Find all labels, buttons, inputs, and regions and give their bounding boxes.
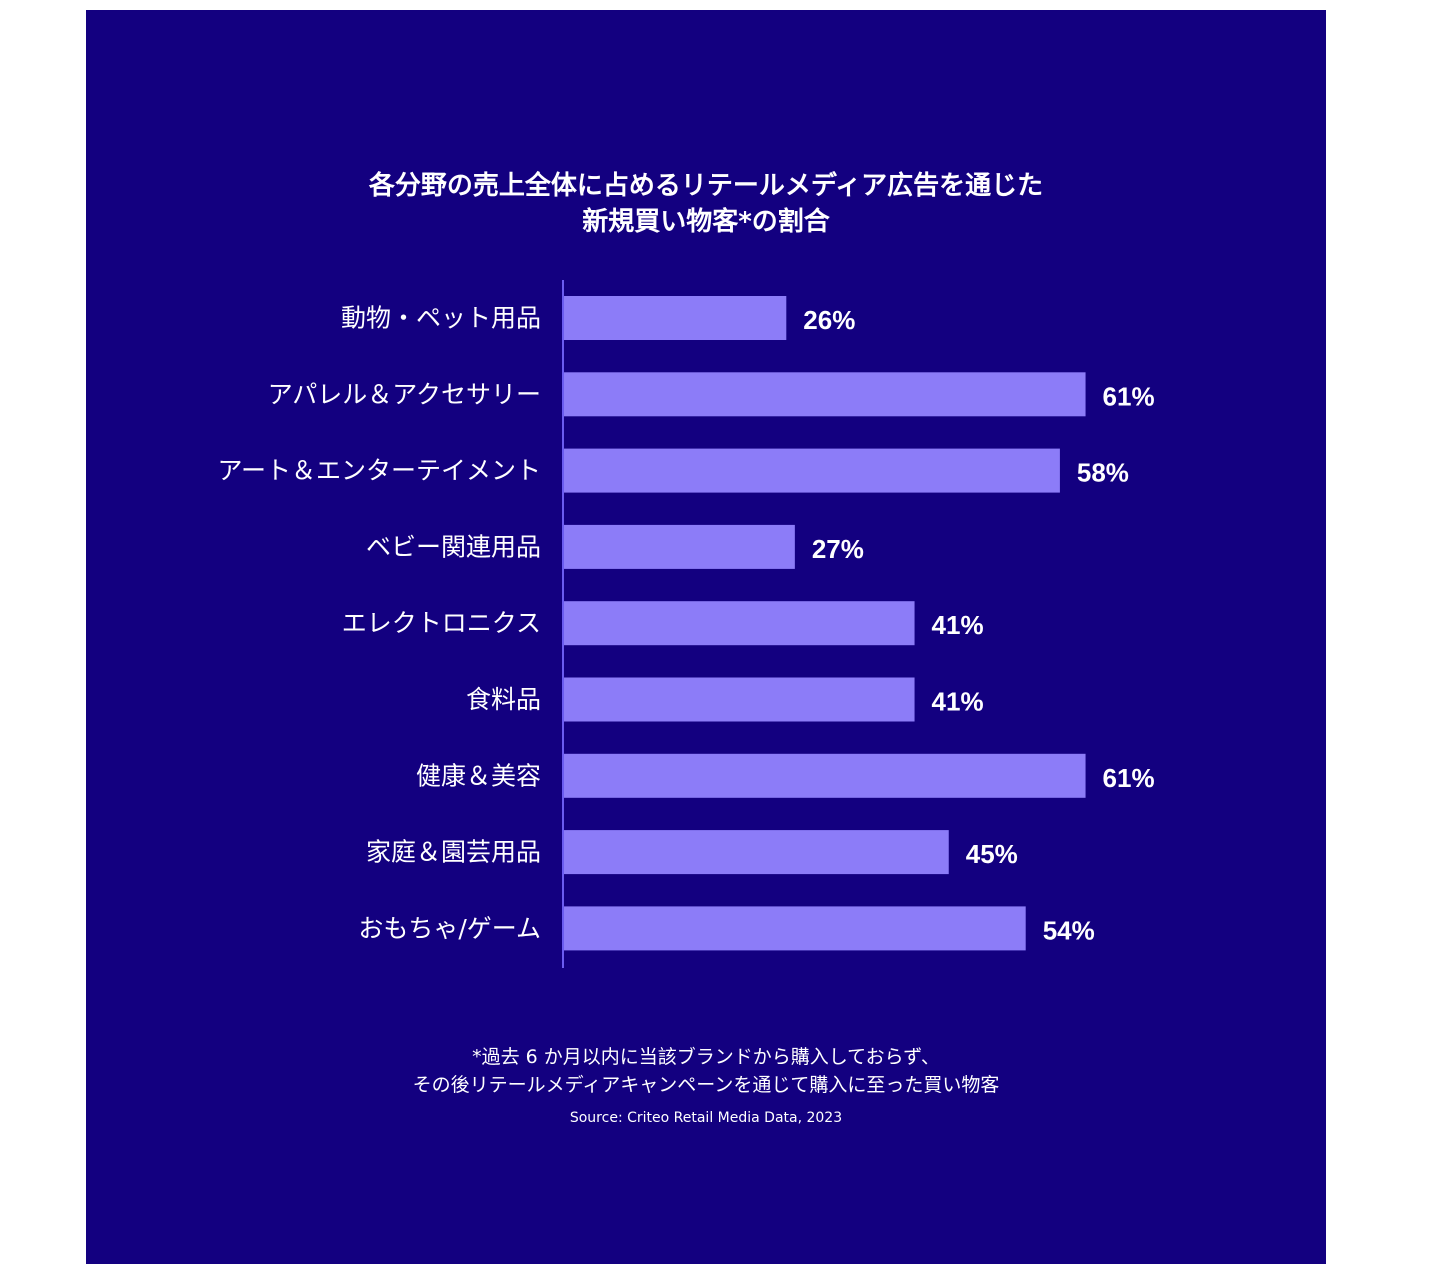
- category-label: 家庭＆園芸用品: [366, 838, 541, 867]
- category-label: アート＆エンターテイメント: [217, 456, 541, 485]
- bar: [564, 677, 915, 722]
- footnote-line2: その後リテールメディアキャンペーンを通じて購入に至った買い物客: [412, 1074, 1000, 1096]
- category-label: ベビー関連用品: [366, 532, 541, 561]
- category-label: エレクトロニクス: [342, 609, 541, 638]
- data-label: 61%: [1103, 763, 1155, 793]
- category-label: 動物・ペット用品: [341, 304, 541, 333]
- bar: [564, 753, 1086, 798]
- data-label: 41%: [932, 610, 984, 640]
- data-label: 58%: [1077, 458, 1129, 488]
- bar-chart: 動物・ペット用品 26% アパレル＆アクセサリー 61% アート＆エンターテイメント 58…: [217, 280, 1155, 968]
- footnote-line1: *過去 6 か月以内に当該ブランドから購入しておらず、: [472, 1046, 940, 1068]
- bar: [564, 830, 949, 875]
- chart-title: 各分野の売上全体に占めるリテールメディア広告を通じた: [368, 171, 1044, 201]
- bar: [564, 906, 1026, 951]
- chart-title-line2: 新規買い物客*の割合: [582, 207, 830, 237]
- chart-panel: 各分野の売上全体に占めるリテールメディア広告を通じた 新規買い物客*の割合 動物…: [86, 10, 1326, 1264]
- bar: [564, 448, 1060, 493]
- data-label: 61%: [1103, 381, 1155, 411]
- data-label: 26%: [803, 305, 855, 335]
- bar: [564, 372, 1086, 417]
- category-label: アパレル＆アクセサリー: [268, 380, 541, 409]
- bar: [564, 524, 795, 569]
- category-label: 健康＆美容: [416, 761, 541, 790]
- data-label: 54%: [1043, 915, 1095, 945]
- source-note: Source: Criteo Retail Media Data, 2023: [569, 1110, 843, 1126]
- data-label: 41%: [932, 687, 984, 717]
- category-label: 食料品: [466, 685, 541, 714]
- bar: [564, 601, 915, 646]
- data-label: 45%: [966, 839, 1018, 869]
- data-label: 27%: [812, 534, 864, 564]
- category-label: おもちゃ/ゲーム: [358, 914, 541, 943]
- bar: [564, 296, 787, 340]
